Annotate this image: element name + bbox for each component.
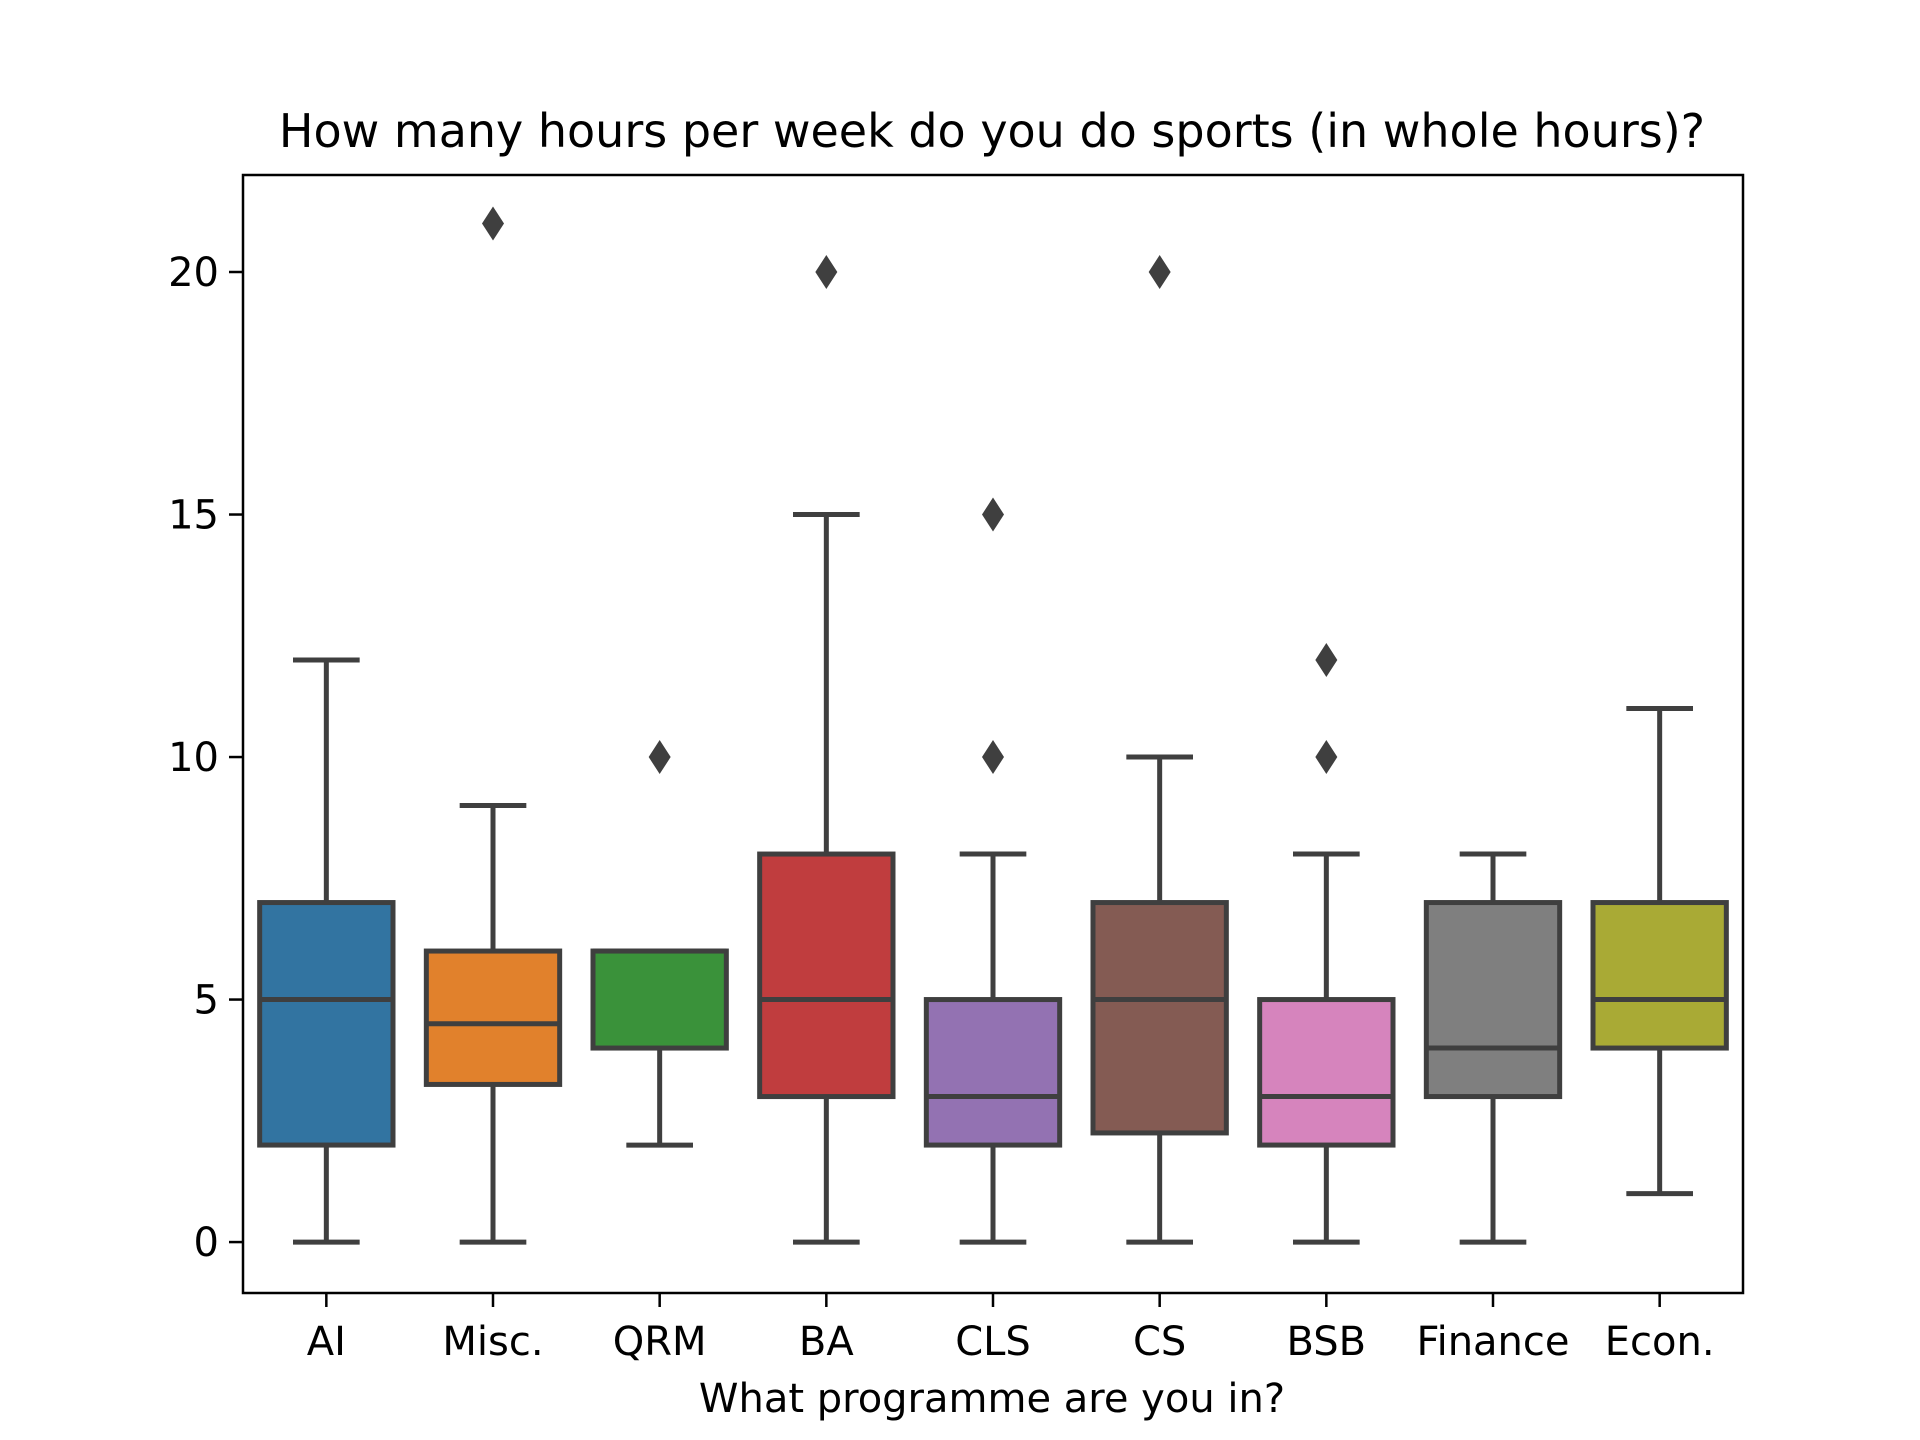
outlier-point	[815, 255, 838, 290]
x-tick-label: BSB	[1287, 1319, 1367, 1365]
x-tick-label: Finance	[1416, 1319, 1569, 1365]
box-ba	[757, 851, 896, 1100]
box-group-ba	[757, 255, 896, 1245]
x-tick-label: CLS	[955, 1319, 1031, 1365]
box-cs	[1090, 900, 1229, 1136]
outlier-point	[1148, 255, 1171, 290]
x-tick-label: Econ.	[1605, 1319, 1715, 1365]
box-cls	[923, 997, 1063, 1148]
outlier-point	[648, 740, 671, 775]
y-axis: 0 5 10 15 20	[168, 250, 243, 1266]
box-group-ai	[257, 657, 396, 1245]
box-group-cls	[923, 497, 1063, 1245]
x-tick-label: AI	[307, 1319, 346, 1365]
plot-area	[257, 206, 1729, 1245]
x-tick-label: BA	[799, 1319, 854, 1365]
box-group-econ	[1590, 706, 1729, 1197]
y-tick-label: 20	[168, 250, 219, 296]
outlier-point	[1315, 740, 1338, 775]
y-tick-label: 10	[168, 735, 219, 781]
outlier-point	[482, 206, 504, 241]
y-tick-label: 0	[194, 1220, 219, 1266]
box-misc	[423, 948, 563, 1087]
x-tick-label: Misc.	[442, 1319, 543, 1365]
box-group-bsb	[1257, 643, 1396, 1245]
box-finance	[1423, 900, 1563, 1100]
x-axis: AI Misc. QRM BA CLS CS BSB Finance Econ.	[307, 1293, 1715, 1365]
box-group-qrm	[590, 740, 729, 1148]
outlier-point	[1315, 643, 1338, 678]
y-tick-label: 15	[168, 493, 219, 539]
y-tick-label: 5	[194, 978, 219, 1024]
outlier-point	[982, 740, 1004, 775]
box-qrm	[590, 948, 729, 1051]
box-econ	[1590, 900, 1729, 1051]
box-bsb	[1257, 997, 1396, 1148]
box-group-cs	[1090, 255, 1229, 1245]
chart-title: How many hours per week do you do sports…	[279, 104, 1705, 158]
box-ai	[257, 900, 396, 1148]
box-group-misc	[423, 206, 563, 1245]
x-tick-label: QRM	[613, 1319, 707, 1365]
x-tick-label: CS	[1133, 1319, 1186, 1365]
x-axis-label: What programme are you in?	[699, 1376, 1285, 1422]
box-group-finance	[1423, 851, 1563, 1245]
outlier-point	[982, 497, 1004, 532]
